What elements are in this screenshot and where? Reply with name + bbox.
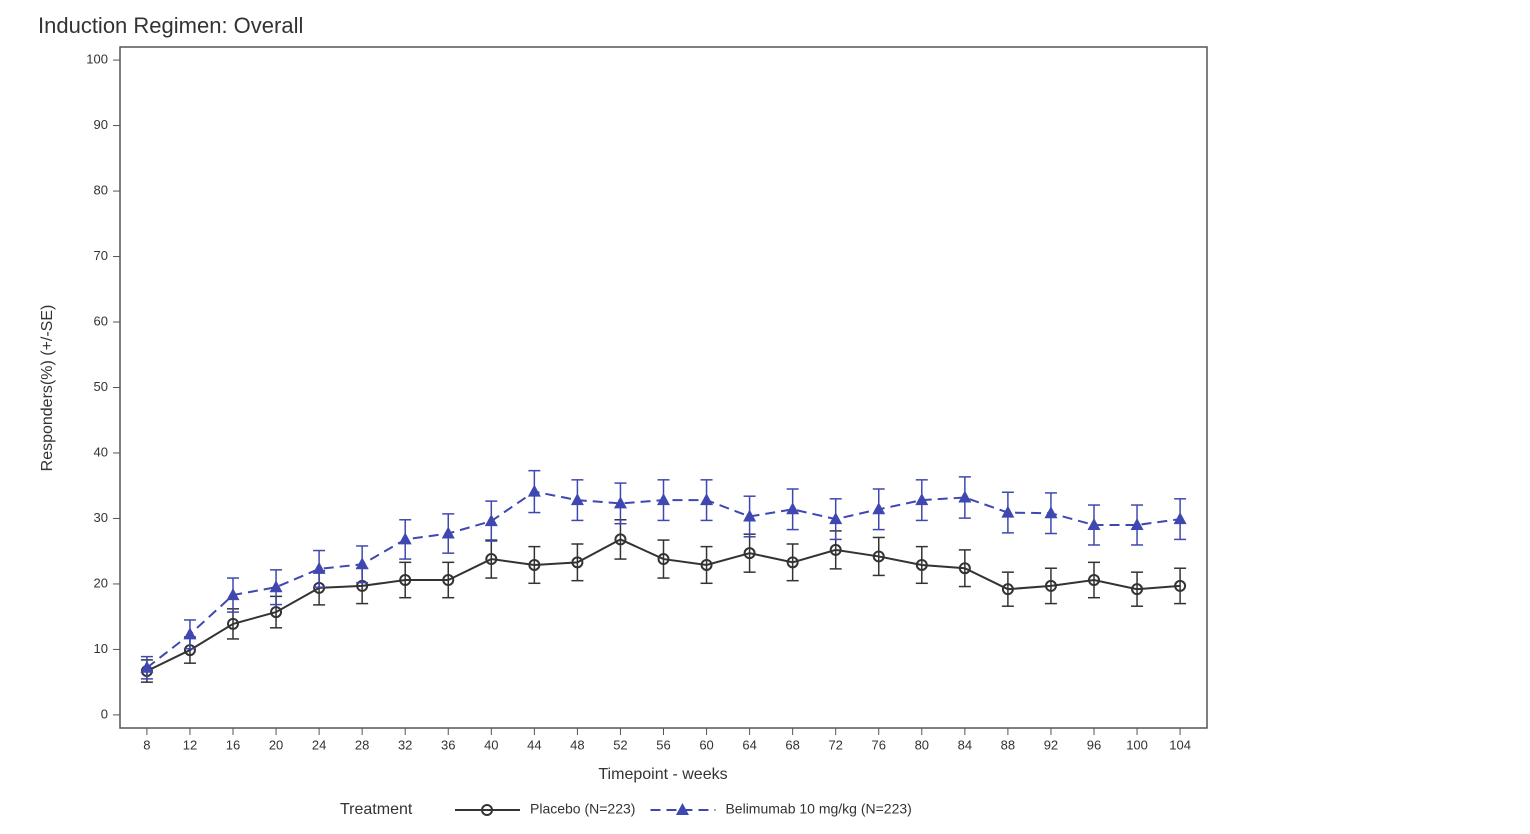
y-tick-label: 100 — [86, 52, 108, 67]
data-point — [786, 556, 799, 569]
x-tick-label: 68 — [785, 737, 799, 752]
data-point — [1130, 518, 1144, 531]
data-point — [657, 493, 670, 506]
data-point — [700, 493, 714, 506]
data-point — [1131, 583, 1144, 596]
data-point — [613, 496, 627, 509]
data-point — [442, 574, 455, 587]
data-point — [614, 533, 627, 546]
x-tick-label: 24 — [312, 737, 326, 752]
y-tick-label: 20 — [94, 575, 108, 590]
legend-title: Treatment — [340, 801, 413, 818]
x-tick-label: 48 — [570, 737, 584, 752]
data-point — [398, 532, 412, 545]
x-tick-label: 56 — [656, 737, 670, 752]
x-tick-label: 12 — [183, 737, 197, 752]
y-axis-label: Responders(%) (+/-SE) — [39, 305, 56, 472]
data-point — [441, 526, 455, 539]
data-point — [1087, 518, 1101, 531]
y-tick-label: 80 — [94, 182, 108, 197]
legend-marker — [481, 804, 493, 816]
data-point — [872, 502, 886, 515]
data-point — [1001, 505, 1015, 518]
data-point — [399, 574, 412, 587]
data-point — [743, 547, 756, 560]
data-point — [484, 514, 498, 527]
data-point — [570, 493, 584, 506]
series-line — [146, 538, 1181, 672]
data-point — [1044, 506, 1058, 519]
data-point — [872, 550, 885, 563]
data-point — [527, 484, 541, 497]
x-tick-label: 80 — [915, 737, 929, 752]
x-tick-label: 64 — [742, 737, 756, 752]
data-point — [312, 561, 326, 574]
x-tick-label: 96 — [1087, 737, 1101, 752]
x-tick-label: 20 — [269, 737, 283, 752]
data-point — [829, 512, 843, 525]
x-tick-label: 104 — [1169, 737, 1191, 752]
data-point — [270, 606, 283, 619]
data-point — [1173, 512, 1187, 525]
x-tick-label: 40 — [484, 737, 498, 752]
x-tick-label: 32 — [398, 737, 412, 752]
x-tick-label: 72 — [828, 737, 842, 752]
y-tick-label: 10 — [94, 641, 108, 656]
data-point — [485, 553, 498, 566]
data-point — [355, 557, 369, 570]
x-tick-label: 88 — [1001, 737, 1015, 752]
x-tick-label: 92 — [1044, 737, 1058, 752]
data-point — [958, 562, 971, 575]
x-tick-label: 100 — [1126, 737, 1148, 752]
data-point — [269, 580, 283, 593]
x-tick-label: 16 — [226, 737, 240, 752]
x-tick-label: 44 — [527, 737, 541, 752]
y-tick-label: 30 — [94, 510, 108, 525]
x-axis-label: Timepoint - weeks — [598, 766, 727, 783]
y-tick-label: 70 — [94, 248, 108, 263]
y-tick-label: 60 — [94, 313, 108, 328]
data-point — [226, 588, 240, 601]
data-point — [786, 502, 800, 515]
y-tick-label: 0 — [101, 706, 108, 721]
y-tick-label: 90 — [94, 117, 108, 132]
x-tick-label: 8 — [143, 737, 150, 752]
x-tick-label: 28 — [355, 737, 369, 752]
data-point — [958, 490, 972, 503]
data-point — [915, 558, 928, 571]
data-point — [571, 556, 584, 569]
data-point — [829, 543, 842, 556]
x-tick-label: 76 — [872, 737, 886, 752]
x-tick-label: 60 — [699, 737, 713, 752]
x-tick-label: 52 — [613, 737, 627, 752]
data-point — [743, 509, 757, 522]
data-point — [1087, 574, 1100, 587]
x-tick-label: 36 — [441, 737, 455, 752]
data-point — [1174, 579, 1187, 592]
data-point — [1001, 583, 1014, 596]
data-point — [1044, 579, 1057, 592]
x-tick-label: 84 — [958, 737, 972, 752]
data-point — [528, 558, 541, 571]
y-tick-label: 40 — [94, 444, 108, 459]
legend-label: Placebo (N=223) — [530, 801, 635, 817]
data-point — [915, 493, 929, 506]
data-point — [140, 660, 154, 673]
data-point — [227, 617, 240, 630]
legend-marker — [675, 803, 689, 815]
data-point — [183, 627, 197, 640]
data-point — [657, 553, 670, 566]
y-tick-label: 50 — [94, 379, 108, 394]
data-point — [700, 558, 713, 571]
legend-label: Belimumab 10 mg/kg (N=223) — [725, 801, 911, 817]
chart-title: Induction Regimen: Overall — [38, 13, 303, 38]
plot-frame — [119, 46, 1208, 729]
